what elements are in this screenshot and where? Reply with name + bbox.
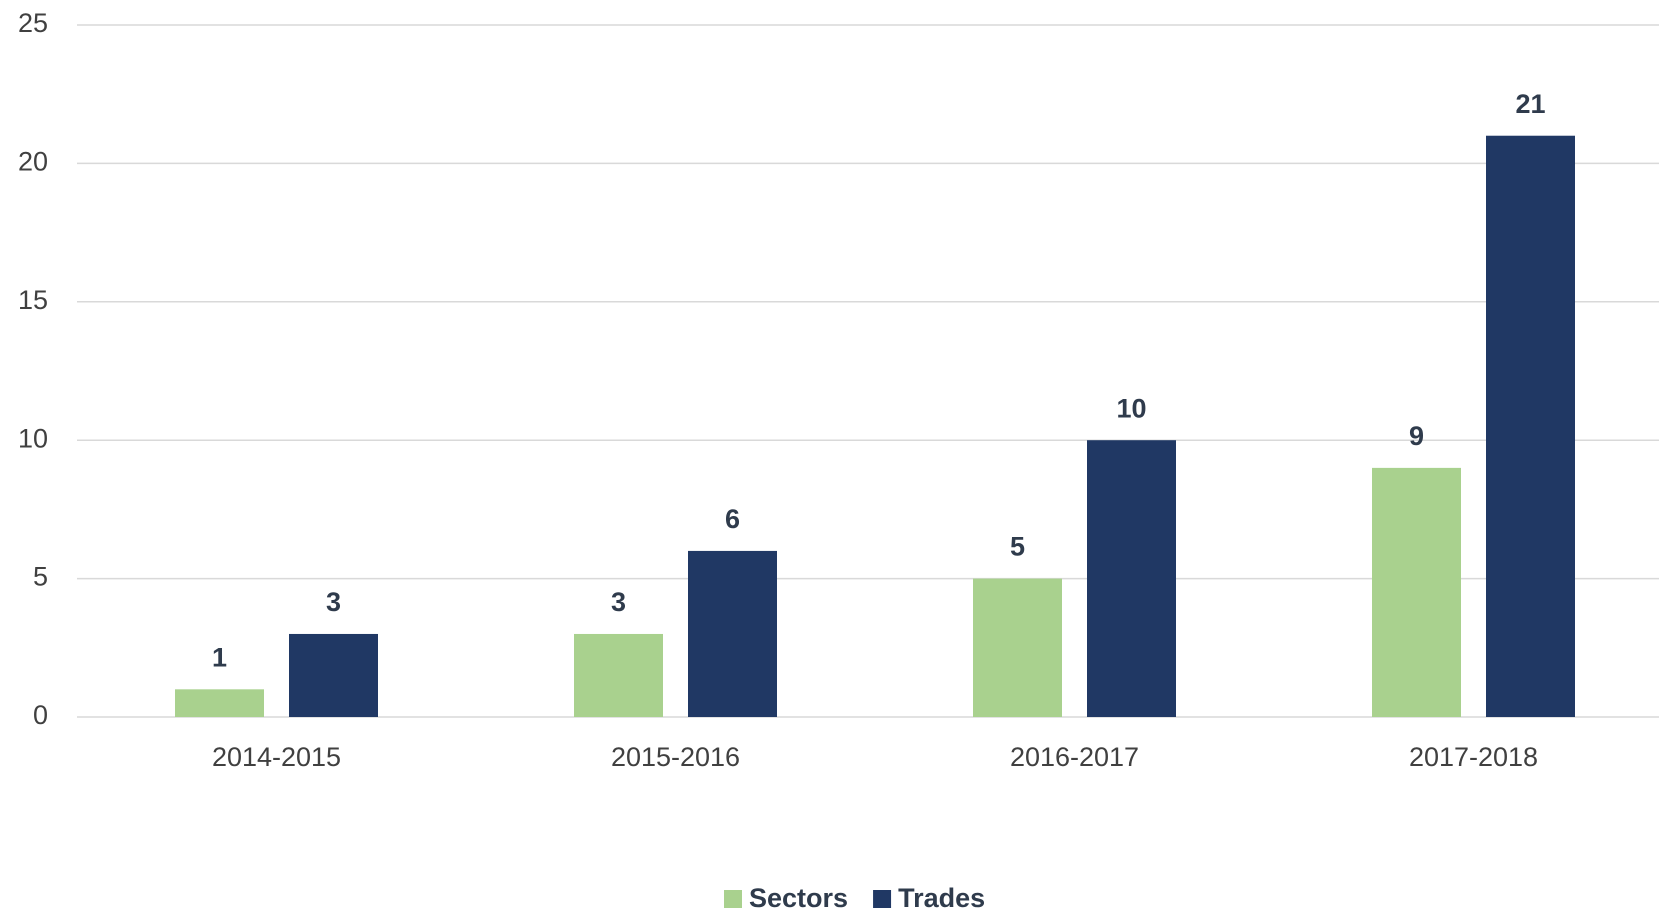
legend-label: Sectors xyxy=(749,883,848,913)
y-tick-label: 25 xyxy=(18,8,48,38)
x-tick-label: 2017-2018 xyxy=(1409,742,1538,772)
data-label: 3 xyxy=(611,587,626,617)
y-tick-label: 20 xyxy=(18,147,48,177)
bar xyxy=(289,633,378,717)
legend-label: Trades xyxy=(898,883,985,913)
data-label: 21 xyxy=(1515,89,1545,119)
x-tick-label: 2016-2017 xyxy=(1010,742,1139,772)
data-label: 3 xyxy=(326,587,341,617)
y-tick-label: 10 xyxy=(18,423,48,453)
bar xyxy=(1486,135,1575,718)
data-label: 5 xyxy=(1010,532,1025,562)
bar xyxy=(1087,440,1176,717)
legend-swatch xyxy=(724,890,742,908)
y-tick-label: 0 xyxy=(33,700,48,730)
y-tick-label: 15 xyxy=(18,285,48,315)
x-tick-label: 2014-2015 xyxy=(212,742,341,772)
bar xyxy=(574,633,663,717)
data-label: 1 xyxy=(212,642,227,672)
bar xyxy=(175,689,264,717)
bar xyxy=(688,550,777,717)
bar xyxy=(973,578,1062,717)
data-label: 6 xyxy=(725,504,740,534)
y-tick-label: 5 xyxy=(33,562,48,592)
legend-swatch xyxy=(873,890,892,908)
x-tick-label: 2015-2016 xyxy=(611,742,740,772)
data-label: 10 xyxy=(1116,393,1146,423)
data-label: 9 xyxy=(1409,421,1424,451)
bar xyxy=(1372,467,1461,717)
